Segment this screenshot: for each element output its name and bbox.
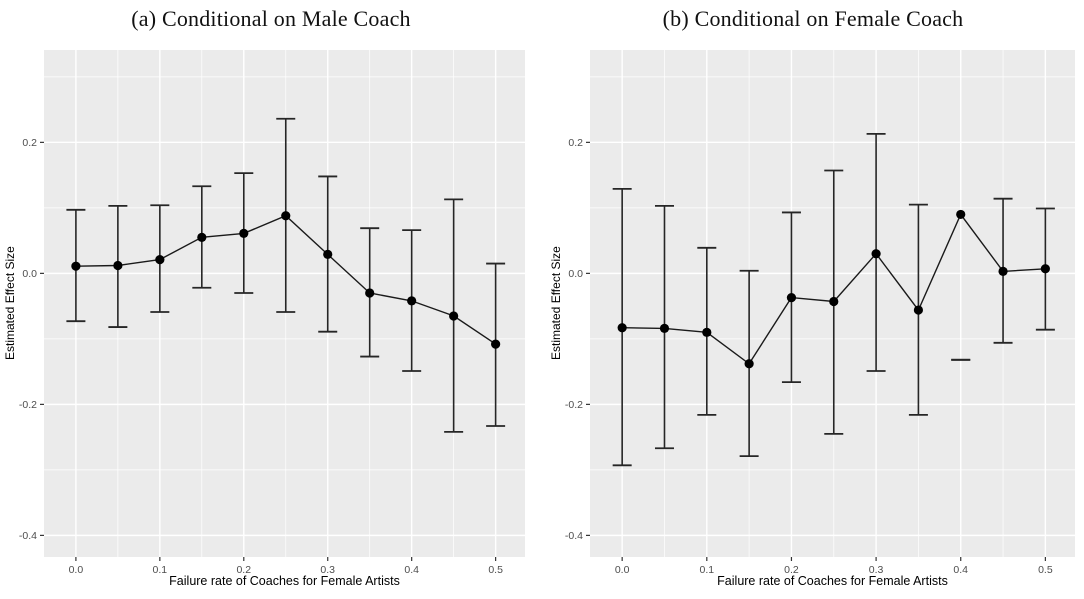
x-tick-label: 0.2 xyxy=(784,564,799,576)
data-point xyxy=(365,288,375,298)
data-point xyxy=(449,311,459,321)
data-point xyxy=(956,209,966,220)
figure-a: (a) Conditional on Male Coach 0.0 0.1 0.2 0… xyxy=(3,6,525,588)
y-tick-label: -0.2 xyxy=(565,399,583,411)
y-tick-label: -0.4 xyxy=(19,530,37,542)
data-point xyxy=(491,339,501,349)
x-tick-label: 0.1 xyxy=(700,564,715,576)
data-point xyxy=(407,296,417,306)
data-point xyxy=(744,359,754,369)
figure-title: (b) Conditional on Female Coach xyxy=(662,6,964,31)
y-tick-label: -0.4 xyxy=(565,530,583,542)
data-point xyxy=(155,255,165,265)
x-tick-label: 0.2 xyxy=(236,564,251,576)
x-tick-label: 0.3 xyxy=(869,564,884,576)
y-tick-label: 0.2 xyxy=(22,137,37,149)
y-tick-label: 0.2 xyxy=(568,137,583,149)
data-point xyxy=(323,249,333,259)
x-tick-label: 0.0 xyxy=(615,564,630,576)
y-tick-label: 0.0 xyxy=(22,268,37,280)
x-axis-title: Failure rate of Coaches for Female Artis… xyxy=(717,574,948,588)
x-axis-title: Failure rate of Coaches for Female Artis… xyxy=(169,574,400,588)
data-point xyxy=(281,211,291,221)
data-point xyxy=(829,296,839,307)
x-tick-label: 0.0 xyxy=(69,564,84,576)
data-point xyxy=(71,261,81,271)
x-tick-label: 0.4 xyxy=(404,564,419,576)
data-point xyxy=(659,323,670,333)
figure-b: (b) Conditional on Female Coach 0.0 0.1 0.… xyxy=(542,0,1084,599)
x-tick-label: 0.1 xyxy=(153,564,168,576)
chart-canvas-a: 0.0 0.1 0.2 0.3 0.4 0.5 0.2 0.0 -0.2 -0.4 xyxy=(19,50,525,576)
data-point xyxy=(239,228,249,239)
y-tick-label: -0.2 xyxy=(19,399,37,411)
y-axis-title: Estimated Effect Size xyxy=(3,246,17,361)
x-tick-label: 0.4 xyxy=(953,564,968,576)
y-axis-title: Estimated Effect Size xyxy=(549,246,563,361)
figure-title: (a) Conditional on Male Coach xyxy=(131,6,411,31)
data-point xyxy=(617,323,627,333)
data-point xyxy=(786,293,797,303)
x-tick-label: 0.3 xyxy=(320,564,335,576)
data-point xyxy=(113,260,123,271)
y-tick-label: 0.0 xyxy=(568,268,583,280)
x-tick-label: 0.5 xyxy=(1038,564,1053,576)
panel-background xyxy=(44,50,525,557)
data-point xyxy=(913,305,924,315)
data-point xyxy=(1040,264,1050,274)
data-point xyxy=(197,232,207,242)
data-point xyxy=(871,249,881,259)
chart-canvas-b: 0.0 0.1 0.2 0.3 0.4 0.5 0.2 0.0 -0.2 -0.4 xyxy=(565,50,1075,576)
data-point xyxy=(998,266,1008,277)
data-point xyxy=(702,327,712,337)
x-tick-label: 0.5 xyxy=(488,564,503,576)
